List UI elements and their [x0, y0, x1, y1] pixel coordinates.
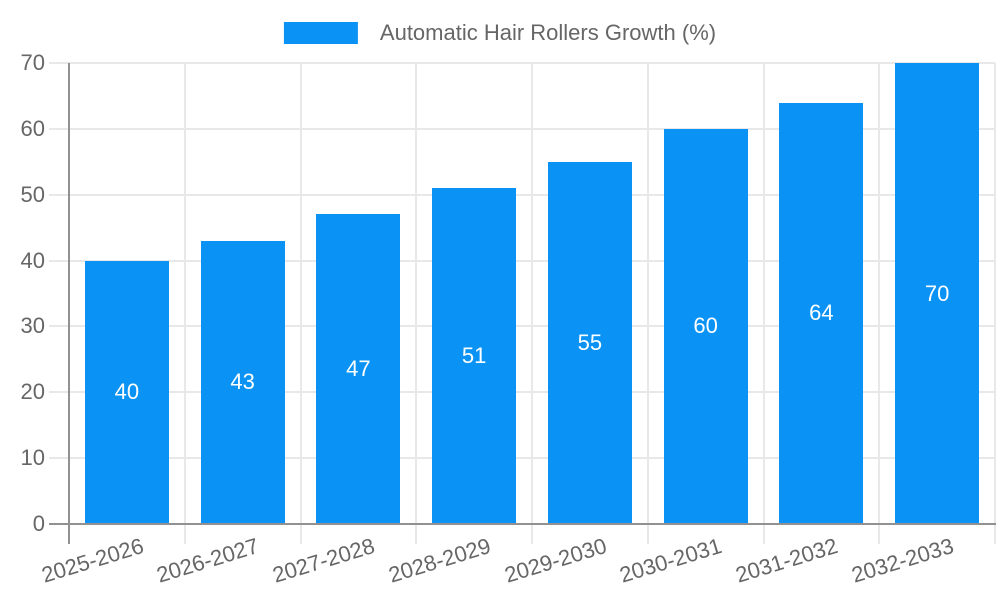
y-tick-label: 60 — [20, 115, 45, 141]
y-tick-mark — [49, 325, 69, 328]
x-tick-mark — [994, 524, 996, 544]
y-tick-label: 30 — [20, 313, 45, 339]
y-tick-label: 20 — [20, 379, 45, 405]
x-tick-label: 2025-2026 — [38, 533, 147, 588]
x-axis-line — [68, 523, 996, 525]
bar[interactable] — [895, 63, 980, 524]
bar[interactable] — [432, 188, 517, 524]
x-tick-mark — [646, 524, 649, 544]
v-gridline — [183, 63, 186, 524]
y-axis-line — [68, 63, 70, 524]
x-tick-mark — [183, 524, 186, 544]
x-tick-label: 2027-2028 — [269, 533, 378, 588]
x-tick-mark — [415, 524, 418, 544]
x-tick-label: 2032-2033 — [848, 533, 957, 588]
y-tick-label: 70 — [20, 50, 45, 75]
v-gridline — [994, 63, 996, 524]
bar[interactable] — [84, 260, 169, 524]
x-tick-mark — [531, 524, 533, 544]
v-gridline — [762, 63, 765, 524]
y-tick-mark — [49, 127, 69, 130]
y-tick-mark — [49, 193, 69, 196]
x-tick-mark — [878, 524, 881, 544]
x-tick-mark — [68, 524, 70, 544]
y-tick-mark — [49, 391, 69, 394]
y-tick-label: 0 — [32, 511, 45, 536]
y-tick-label: 50 — [20, 181, 45, 207]
v-gridline — [531, 63, 533, 524]
chart-legend[interactable]: Automatic Hair Rollers Growth (%) — [283, 20, 717, 46]
v-gridline — [415, 63, 418, 524]
y-tick-mark — [49, 457, 69, 460]
x-tick-mark — [299, 524, 302, 544]
x-tick-mark — [762, 524, 765, 544]
y-tick-label: 40 — [20, 247, 45, 273]
v-gridline — [299, 63, 302, 524]
v-gridline — [878, 63, 881, 524]
bar[interactable] — [663, 128, 748, 524]
y-tick-label: 10 — [20, 445, 45, 471]
y-tick-mark — [49, 62, 69, 64]
bar[interactable] — [200, 240, 285, 524]
x-tick-label: 2026-2027 — [154, 533, 262, 588]
x-tick-label: 2029-2030 — [501, 533, 610, 588]
bar[interactable] — [316, 214, 401, 524]
legend-label: Automatic Hair Rollers Growth (%) — [379, 20, 717, 45]
v-gridline — [646, 63, 649, 524]
bar[interactable] — [779, 102, 864, 524]
bar[interactable] — [547, 161, 632, 524]
x-tick-label: 2028-2029 — [385, 533, 494, 588]
y-tick-mark — [49, 259, 69, 262]
y-tick-mark — [49, 523, 69, 525]
x-tick-label: 2031-2032 — [732, 533, 841, 588]
legend-swatch — [283, 22, 358, 44]
x-tick-label: 2030-2031 — [617, 533, 725, 588]
